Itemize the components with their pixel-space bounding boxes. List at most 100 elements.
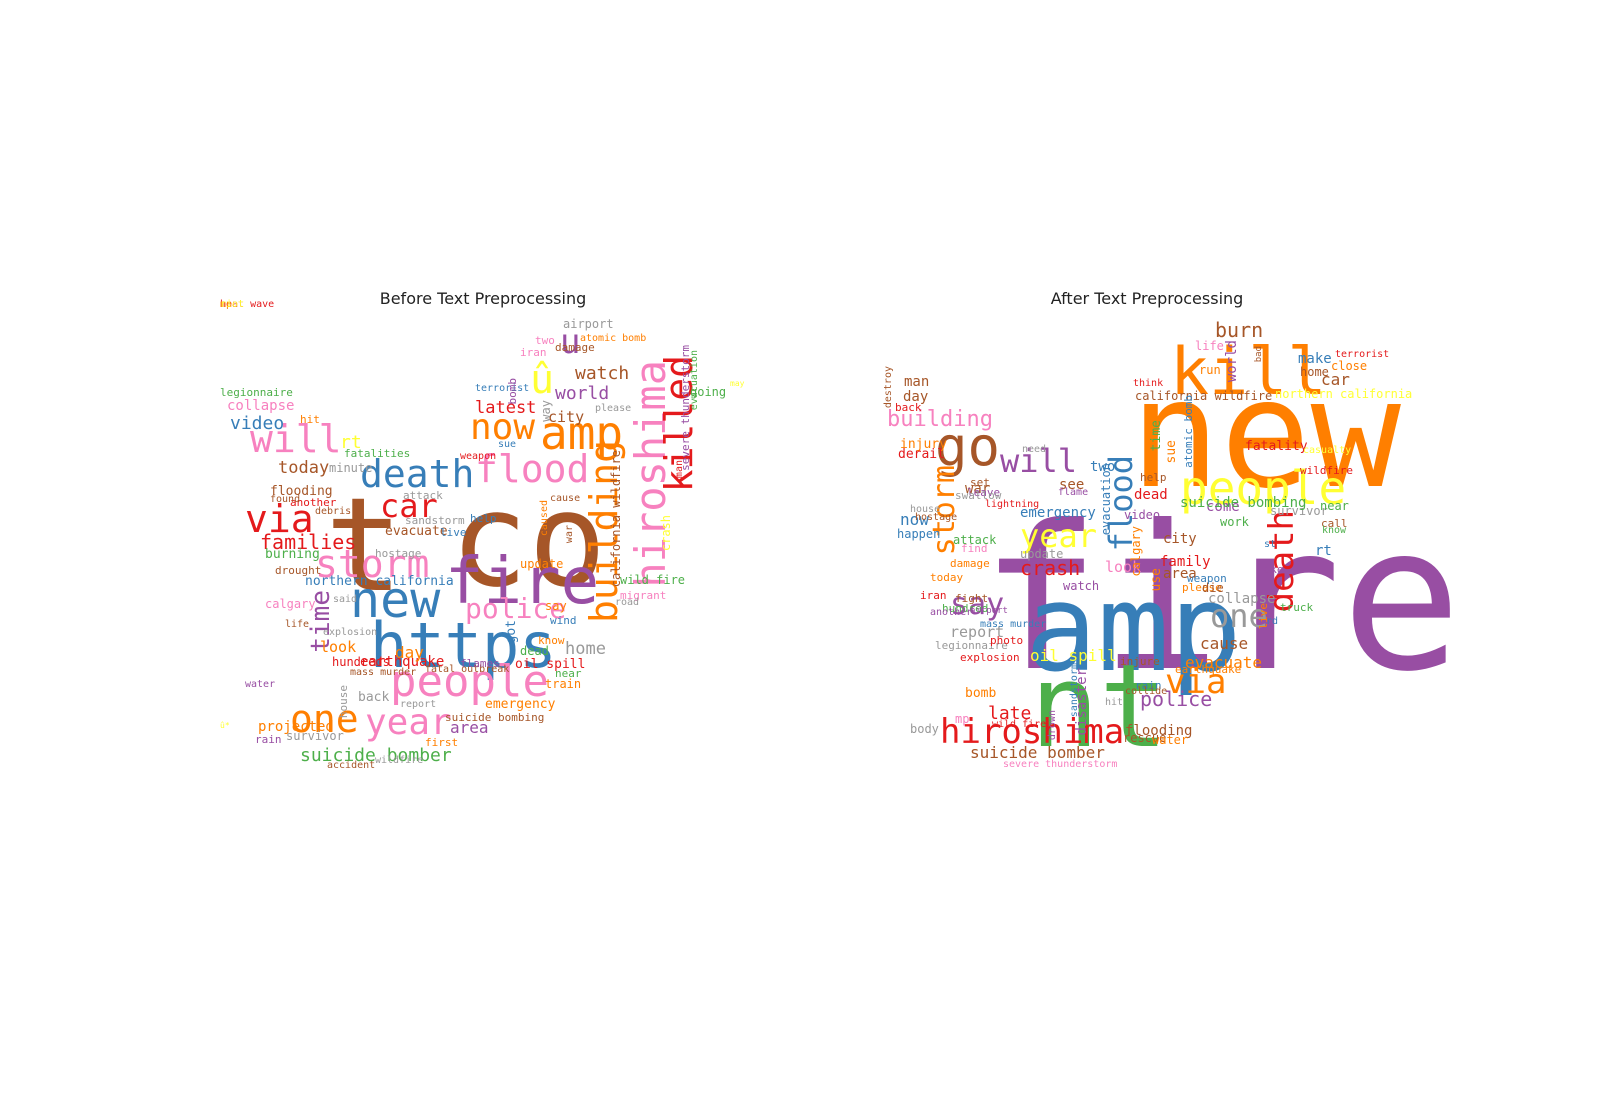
cloud-word: hiroshima [940,712,1125,752]
cloud-word: way [539,400,553,422]
cloud-word: truck [1280,601,1314,614]
cloud-word: man [674,460,685,479]
cloud-word: area [1163,566,1197,582]
cloud-word: crash [1020,556,1081,580]
cloud-word: going [690,385,727,399]
cloud-word: look [1105,558,1142,576]
cloud-word: today [930,571,964,584]
cloud-word: legionnaire [935,639,1008,652]
cloud-word: war [564,525,575,544]
cloud-word: fire [445,545,600,619]
cloud-word: back [358,690,390,705]
cloud-word: help [1140,471,1167,484]
cloud-word: evacuation [689,350,700,411]
word-cloud-before: t co https fire new death flood amp hiroshima kil… [220,300,840,800]
cloud-word: û [530,357,555,403]
cloud-word: legionnaire [220,386,293,399]
cloud-word: collapse [227,398,295,414]
cloud-word: collide [1125,686,1168,697]
cloud-word: attack [953,533,997,547]
cloud-word: injury [900,437,947,452]
cloud-word: earthquake [1175,663,1242,676]
cloud-word: year [365,702,452,743]
cloud-word: û* [220,721,230,730]
cloud-word: damage [950,557,990,570]
cloud-word: go [935,415,1001,478]
cloud-word: flame [1058,487,1089,498]
cloud-word: life [1195,339,1224,353]
cloud-word: hundreds [332,655,390,669]
cloud-word: found [270,494,301,505]
cloud-word: evacuation [1099,463,1113,536]
cloud-word: another [930,607,973,618]
cloud-word: severe thunderstorm [1003,759,1118,770]
cloud-word: t [325,469,404,621]
cloud-word: water [245,679,276,690]
cloud-word: make [1298,351,1332,367]
cloud-word: take [1257,563,1284,576]
cloud-word: road [615,597,640,608]
cloud-word: atomic bomb [580,333,647,344]
cloud-word: swallow [955,489,1002,502]
cloud-word: sue [498,439,517,450]
cloud-word: survivor [1270,504,1328,518]
cloud-word: calgary [265,597,316,611]
right-panel-title: After Text Preprocessing [1050,289,1244,308]
cloud-word: terrorist [475,383,530,394]
cloud-word: update [1020,547,1064,561]
cloud-word: life [285,619,310,630]
cloud-word: city [1163,531,1197,547]
cloud-word: latest [475,398,537,418]
cloud-word: body [910,722,939,736]
cloud-word: video [1124,508,1161,522]
cloud-word: suicide bombing [1180,495,1307,511]
cloud-word: projected [258,719,334,735]
cloud-word: another [290,496,337,509]
cloud-word: train [545,677,582,691]
cloud-word: oil spill [1030,646,1117,665]
cloud-word: hit [1105,697,1124,708]
cloud-word: rain [255,733,282,746]
cloud-word: emergency [485,697,556,712]
cloud-word: california wildfire [1135,389,1273,403]
cloud-word: rd [1266,616,1279,627]
cloud-word: airport [563,317,614,331]
cloud-word: sandstorm [405,514,465,527]
cloud-word: know [538,634,565,647]
cloud-word: will [1000,442,1078,480]
cloud-word: house [910,504,941,515]
cloud-word: one [1210,597,1268,635]
cloud-word: fatality [1245,439,1308,454]
cloud-word: call [1321,517,1348,530]
cloud-word: may [730,379,745,388]
cloud-word: please [595,403,632,414]
cloud-word: lightning [985,499,1040,510]
cloud-word: storm [315,542,430,586]
cloud-word: photo [990,634,1024,647]
cloud-word: work [1220,515,1249,529]
cloud-word: two [535,334,555,347]
cloud-word: fire [980,483,1462,716]
cloud-word: rescue [1123,731,1167,745]
cloud-word: oil spill [515,657,586,672]
cloud-word: bomb [506,378,519,405]
cloud-word: first [425,736,459,749]
cloud-word: bad [1254,346,1264,363]
cloud-word: fatalities [344,447,411,460]
cloud-word: via [245,497,314,541]
cloud-word: suicide bomber [970,743,1105,762]
cloud-word: dead [520,644,549,658]
cloud-word: please [1182,581,1222,594]
left-panel-title: Before Text Preprocessing [379,289,587,308]
cloud-word: hostage [915,512,958,523]
cloud-word: flooding [1125,723,1193,739]
cloud-word: accident [327,760,376,771]
cloud-word: debris [315,506,352,517]
cloud-word: home [1300,365,1329,379]
cloud-word: year [1020,517,1098,555]
cloud-word: destroy [883,366,894,409]
cloud-word: sue [1164,440,1179,464]
cloud-word: two [1090,459,1116,475]
cloud-word: house [337,685,350,719]
cloud-word: hundred [942,602,989,615]
